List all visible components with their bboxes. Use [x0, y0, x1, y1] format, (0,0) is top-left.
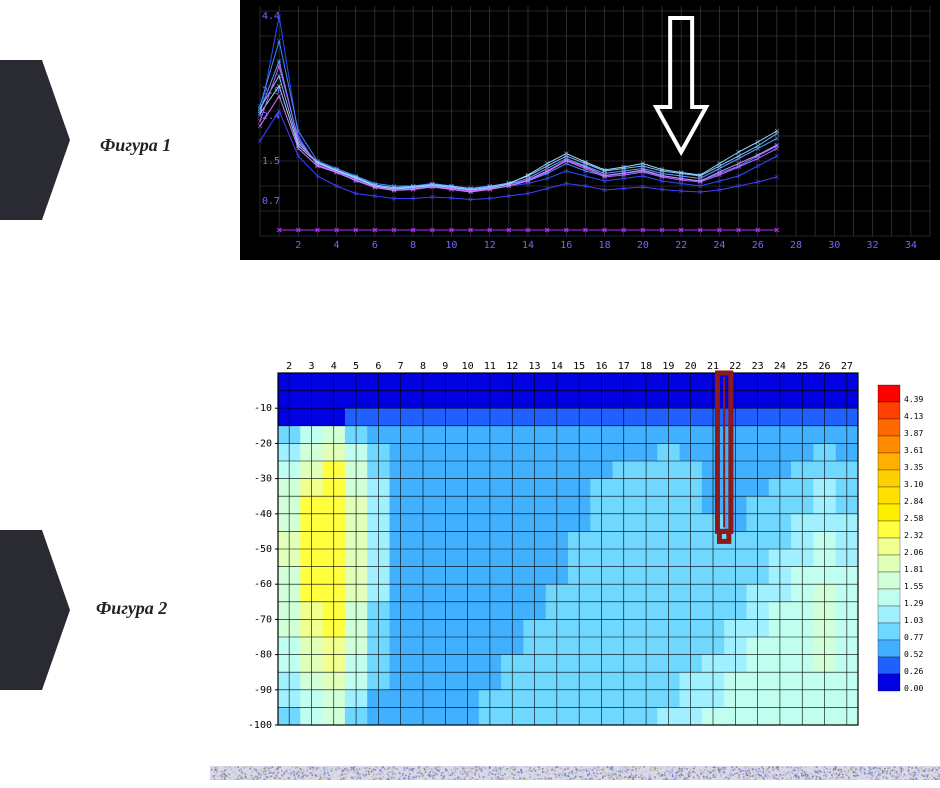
svg-text:3.61: 3.61 [904, 446, 923, 455]
svg-text:-40: -40 [254, 509, 272, 520]
svg-text:9: 9 [442, 361, 448, 372]
svg-text:4.13: 4.13 [904, 412, 923, 421]
svg-text:16: 16 [560, 240, 572, 251]
noise-strip [210, 766, 940, 780]
svg-text:32: 32 [867, 240, 879, 251]
heatmap-chart: 2345678910111213141516171819202122232425… [240, 355, 940, 735]
line-chart: 2468101214161820222426283032340.71.52.42… [240, 0, 940, 260]
svg-text:0.77: 0.77 [904, 633, 923, 642]
pointer-decoration-1 [0, 60, 70, 220]
svg-text:2: 2 [286, 361, 292, 372]
svg-text:12: 12 [506, 361, 518, 372]
svg-text:3.87: 3.87 [904, 429, 923, 438]
svg-text:3: 3 [308, 361, 314, 372]
svg-text:16: 16 [595, 361, 607, 372]
svg-text:6: 6 [375, 361, 381, 372]
svg-text:8: 8 [410, 240, 416, 251]
svg-text:28: 28 [790, 240, 802, 251]
svg-text:30: 30 [828, 240, 840, 251]
svg-text:27: 27 [841, 361, 853, 372]
svg-text:6: 6 [372, 240, 378, 251]
svg-text:4.4: 4.4 [262, 11, 280, 22]
svg-text:10: 10 [462, 361, 474, 372]
svg-text:12: 12 [484, 240, 496, 251]
svg-text:2.58: 2.58 [904, 514, 923, 523]
svg-text:0.00: 0.00 [904, 684, 923, 693]
svg-text:7: 7 [398, 361, 404, 372]
svg-text:15: 15 [573, 361, 585, 372]
svg-text:2.84: 2.84 [904, 497, 923, 506]
svg-text:1.55: 1.55 [904, 582, 923, 591]
svg-text:24: 24 [713, 240, 725, 251]
svg-text:10: 10 [445, 240, 457, 251]
svg-text:3.35: 3.35 [904, 463, 923, 472]
svg-text:18: 18 [599, 240, 611, 251]
svg-text:2: 2 [295, 240, 301, 251]
svg-text:20: 20 [685, 361, 697, 372]
svg-text:14: 14 [522, 240, 534, 251]
svg-text:0.26: 0.26 [904, 667, 923, 676]
svg-text:-30: -30 [254, 474, 272, 485]
svg-text:17: 17 [618, 361, 630, 372]
svg-text:1.81: 1.81 [904, 565, 923, 574]
svg-text:2.32: 2.32 [904, 531, 923, 540]
svg-text:3.10: 3.10 [904, 480, 923, 489]
pointer-decoration-2 [0, 530, 70, 690]
svg-text:-20: -20 [254, 438, 272, 449]
svg-text:-50: -50 [254, 544, 272, 555]
svg-text:4.39: 4.39 [904, 395, 923, 404]
svg-text:23: 23 [752, 361, 764, 372]
svg-text:1.5: 1.5 [262, 156, 280, 167]
svg-text:-10: -10 [254, 403, 272, 414]
svg-text:14: 14 [551, 361, 563, 372]
svg-text:-100: -100 [248, 720, 272, 731]
svg-text:20: 20 [637, 240, 649, 251]
svg-text:5: 5 [353, 361, 359, 372]
svg-text:4: 4 [331, 361, 337, 372]
svg-text:-60: -60 [254, 579, 272, 590]
svg-text:0.52: 0.52 [904, 650, 923, 659]
figure-2-label: Фигура 2 [96, 598, 167, 619]
svg-text:22: 22 [729, 361, 741, 372]
svg-text:1.29: 1.29 [904, 599, 923, 608]
svg-text:13: 13 [529, 361, 541, 372]
svg-text:21: 21 [707, 361, 719, 372]
svg-text:2.06: 2.06 [904, 548, 923, 557]
figure-1-label: Фигура 1 [100, 135, 171, 156]
svg-text:-90: -90 [254, 685, 272, 696]
svg-text:34: 34 [905, 240, 917, 251]
svg-text:24: 24 [774, 361, 786, 372]
svg-text:1.03: 1.03 [904, 616, 923, 625]
svg-text:11: 11 [484, 361, 496, 372]
svg-text:26: 26 [819, 361, 831, 372]
svg-text:26: 26 [752, 240, 764, 251]
svg-text:0.7: 0.7 [262, 196, 280, 207]
svg-text:18: 18 [640, 361, 652, 372]
svg-text:-70: -70 [254, 614, 272, 625]
svg-text:19: 19 [662, 361, 674, 372]
svg-text:22: 22 [675, 240, 687, 251]
svg-text:4: 4 [334, 240, 340, 251]
svg-text:8: 8 [420, 361, 426, 372]
svg-text:-80: -80 [254, 650, 272, 661]
svg-text:25: 25 [796, 361, 808, 372]
